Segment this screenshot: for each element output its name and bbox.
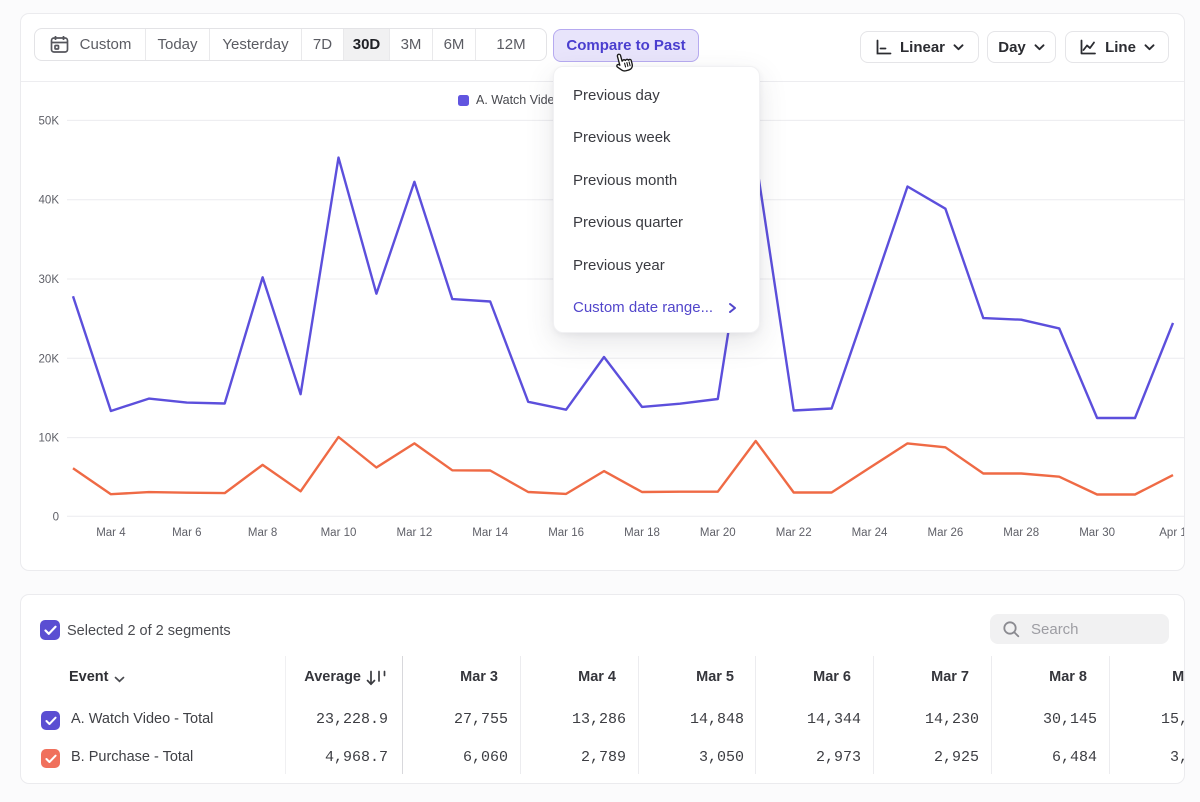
svg-text:50K: 50K <box>39 115 60 127</box>
svg-text:Mar 28: Mar 28 <box>1003 527 1039 539</box>
svg-text:40K: 40K <box>39 195 60 207</box>
svg-text:0: 0 <box>53 511 59 523</box>
svg-text:30K: 30K <box>39 274 60 286</box>
svg-text:Mar 14: Mar 14 <box>472 527 508 539</box>
svg-text:Mar 26: Mar 26 <box>928 527 964 539</box>
svg-text:Mar 12: Mar 12 <box>397 527 433 539</box>
svg-text:Mar 6: Mar 6 <box>172 527 201 539</box>
svg-text:Apr 1: Apr 1 <box>1159 527 1185 539</box>
svg-text:Mar 10: Mar 10 <box>321 527 357 539</box>
svg-text:Mar 8: Mar 8 <box>248 527 277 539</box>
svg-text:Mar 24: Mar 24 <box>852 527 888 539</box>
svg-text:Mar 20: Mar 20 <box>700 527 736 539</box>
svg-text:Mar 22: Mar 22 <box>776 527 812 539</box>
svg-text:Mar 30: Mar 30 <box>1079 527 1115 539</box>
svg-text:Mar 4: Mar 4 <box>96 527 126 539</box>
svg-text:Mar 16: Mar 16 <box>548 527 584 539</box>
svg-text:10K: 10K <box>39 433 60 445</box>
svg-text:20K: 20K <box>39 353 60 365</box>
svg-text:Mar 18: Mar 18 <box>624 527 660 539</box>
